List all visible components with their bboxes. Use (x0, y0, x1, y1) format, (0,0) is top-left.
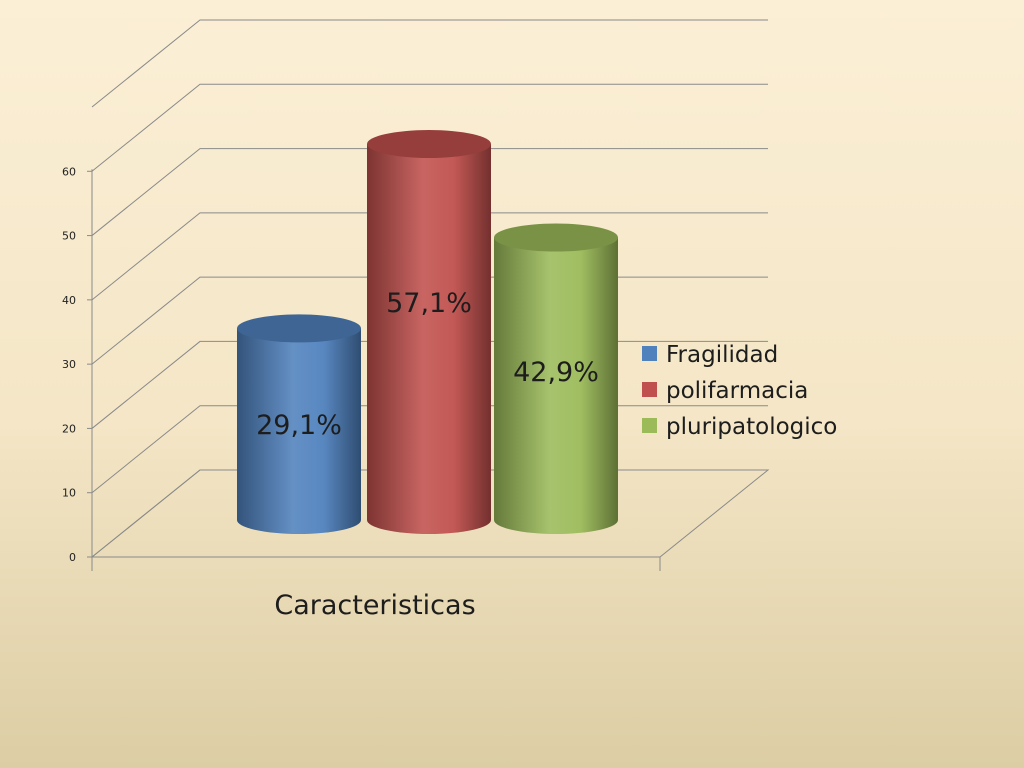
legend-item-label: polifarmacia (666, 378, 808, 404)
gridlines (91, 19, 768, 558)
gridline (91, 148, 768, 236)
legend-item-label: pluripatologico (666, 414, 837, 440)
y-tick-label: 50 (62, 230, 76, 243)
bar-top (237, 314, 361, 343)
bar-body (494, 237, 618, 534)
y-tick-label: 20 (62, 422, 76, 435)
legend-swatch (642, 382, 657, 397)
legend: Fragilidad polifarmacia pluripatologico (642, 342, 837, 440)
legend-swatch (642, 346, 657, 361)
bar-polifarmacia (367, 130, 491, 534)
data-label: 29,1% (256, 410, 342, 441)
bar-top (494, 223, 618, 252)
x-axis-label: Caracteristicas (274, 590, 475, 621)
gridline (91, 19, 768, 108)
bar-body (367, 144, 491, 534)
y-tick-label: 60 (62, 165, 76, 178)
legend-item-label: Fragilidad (666, 342, 778, 368)
y-tick-label: 10 (62, 487, 76, 500)
y-tick-label: 40 (62, 294, 76, 307)
data-label: 57,1% (386, 288, 472, 319)
bar-fragilidad (237, 314, 361, 534)
y-axis-ticks: 0 10 20 30 40 50 60 (62, 165, 92, 564)
y-tick-label: 30 (62, 358, 76, 371)
bar-pluripatologico (494, 223, 618, 534)
data-label: 42,9% (513, 357, 599, 388)
y-tick-label: 0 (69, 551, 76, 564)
bars (237, 130, 618, 534)
data-labels: 29,1% 57,1% 42,9% (256, 288, 599, 441)
gridline (91, 83, 768, 172)
bar-top (367, 130, 491, 158)
gridline (91, 212, 768, 301)
legend-swatch (642, 418, 657, 433)
bar-body (237, 328, 361, 534)
